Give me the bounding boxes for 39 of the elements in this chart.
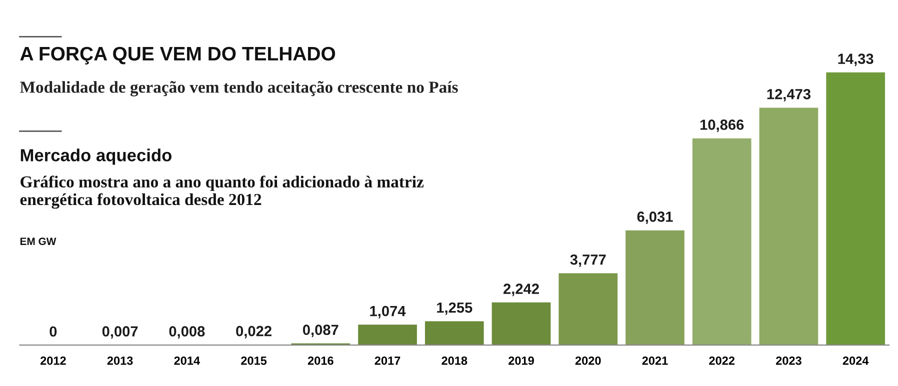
x-tick-label: 2021 xyxy=(642,356,668,365)
x-tick-label: 2012 xyxy=(40,356,66,365)
data-label: 10,866 xyxy=(700,120,744,132)
x-tick-label: 2024 xyxy=(842,356,869,365)
data-label: 1,074 xyxy=(370,306,406,318)
data-label: 0,007 xyxy=(102,326,138,339)
data-label: 1,255 xyxy=(437,302,472,315)
x-tick-label: 2019 xyxy=(508,356,534,365)
x-tick-label: 2016 xyxy=(308,356,334,365)
bar xyxy=(492,302,551,346)
x-tick-label: 2018 xyxy=(442,356,468,365)
data-label: 14,33 xyxy=(838,54,874,66)
bar xyxy=(759,108,818,346)
chart-title: A FORÇA QUE VEM DO TELHADO xyxy=(20,46,336,64)
data-label: 2,242 xyxy=(504,284,539,296)
annotation: Mercado aquecido xyxy=(20,148,172,165)
bar xyxy=(826,72,886,346)
x-tick-label: 2023 xyxy=(776,356,802,365)
annotation: EM GW xyxy=(20,238,56,246)
x-tick-label: 2022 xyxy=(709,356,735,365)
data-label: 0,008 xyxy=(169,326,205,339)
x-tick-label: 2020 xyxy=(575,356,601,365)
bar xyxy=(358,324,417,346)
x-tick-label: 2014 xyxy=(174,356,200,365)
data-label: 0 xyxy=(50,326,57,337)
x-tick-label: 2017 xyxy=(374,356,400,365)
x-tick-label: 2015 xyxy=(241,356,267,365)
bar xyxy=(626,230,684,346)
annotation: Gráfico mostra ano a ano quanto foi adicionado à matriz energética fotovoltaica desde 2012 xyxy=(20,176,424,209)
x-tick-label: 2013 xyxy=(107,356,133,365)
bar xyxy=(424,321,484,346)
data-label: 6,031 xyxy=(637,212,673,224)
bar xyxy=(558,273,618,346)
data-label: 3,777 xyxy=(570,254,606,267)
data-label: 12,473 xyxy=(767,88,810,102)
chart-subtitle: Modalidade de geração vem tendo aceitação crescente no País xyxy=(20,81,458,96)
bar xyxy=(692,138,752,346)
data-label: 0,022 xyxy=(236,326,272,338)
data-label: 0,087 xyxy=(302,324,338,338)
